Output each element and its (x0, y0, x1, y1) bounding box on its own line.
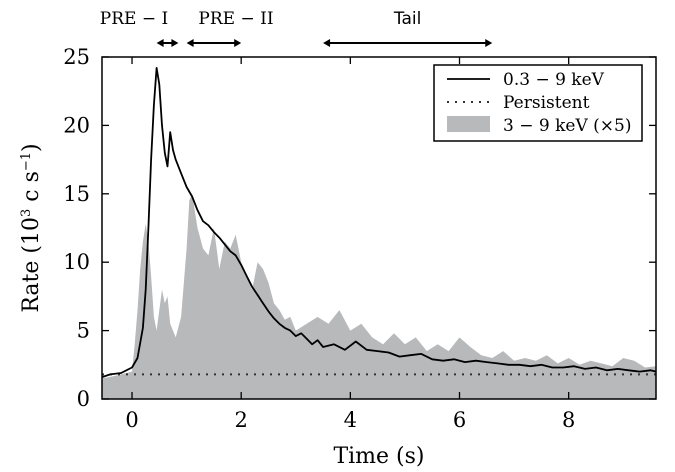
y-tick-label: 10 (63, 250, 90, 274)
legend-entry-0: 0.3 − 9 keV (503, 70, 605, 90)
x-tick-label: 4 (344, 408, 357, 432)
y-tick-label: 25 (63, 45, 90, 69)
y-tick-label: 20 (63, 113, 90, 137)
y-tick-label: 15 (63, 182, 90, 206)
interval-arrowhead-right (485, 39, 493, 47)
interval-label: Tail (393, 9, 421, 29)
interval-arrowhead-left (323, 39, 331, 47)
y-tick-label: 5 (77, 319, 90, 343)
x-tick-label: 2 (234, 408, 247, 432)
y-axis-label-units: c s (19, 171, 44, 209)
interval-arrowhead-right (171, 39, 179, 47)
y-axis-label: Rate (103 c s−1) (19, 143, 44, 312)
interval-label: PRE − II (198, 9, 273, 29)
series-area-3-9kev (102, 193, 656, 399)
series-line-0-3-9kev (101, 67, 657, 378)
axes-frame (101, 56, 657, 400)
ticks-layer: 0 2 4 6 8 0 5 10 15 20 25 (63, 45, 656, 432)
y-tick-label: 0 (77, 387, 90, 411)
plot-layer (101, 67, 657, 399)
interval-arrowhead-left (186, 39, 194, 47)
interval-arrowhead-left (156, 39, 164, 47)
interval-markers: PRE − I PRE − II Tail (100, 9, 493, 47)
legend-entry-2: 3 − 9 keV (×5) (503, 116, 631, 136)
interval-arrowhead-right (234, 39, 242, 47)
x-tick-label: 8 (562, 408, 575, 432)
legend-entry-1: Persistent (503, 93, 590, 113)
interval-label: PRE − I (100, 9, 168, 29)
legend-swatch-filled (447, 116, 490, 132)
x-tick-label: 0 (125, 408, 138, 432)
y-axis-label-exponent-2: −1 (19, 152, 34, 171)
y-axis-label-exponent: 3 (19, 209, 34, 217)
y-axis-label-close: ) (19, 143, 44, 152)
x-tick-label: 6 (453, 408, 466, 432)
legend: 0.3 − 9 keV Persistent 3 − 9 keV (×5) (433, 64, 643, 142)
x-axis-label: Time (s) (333, 444, 424, 469)
